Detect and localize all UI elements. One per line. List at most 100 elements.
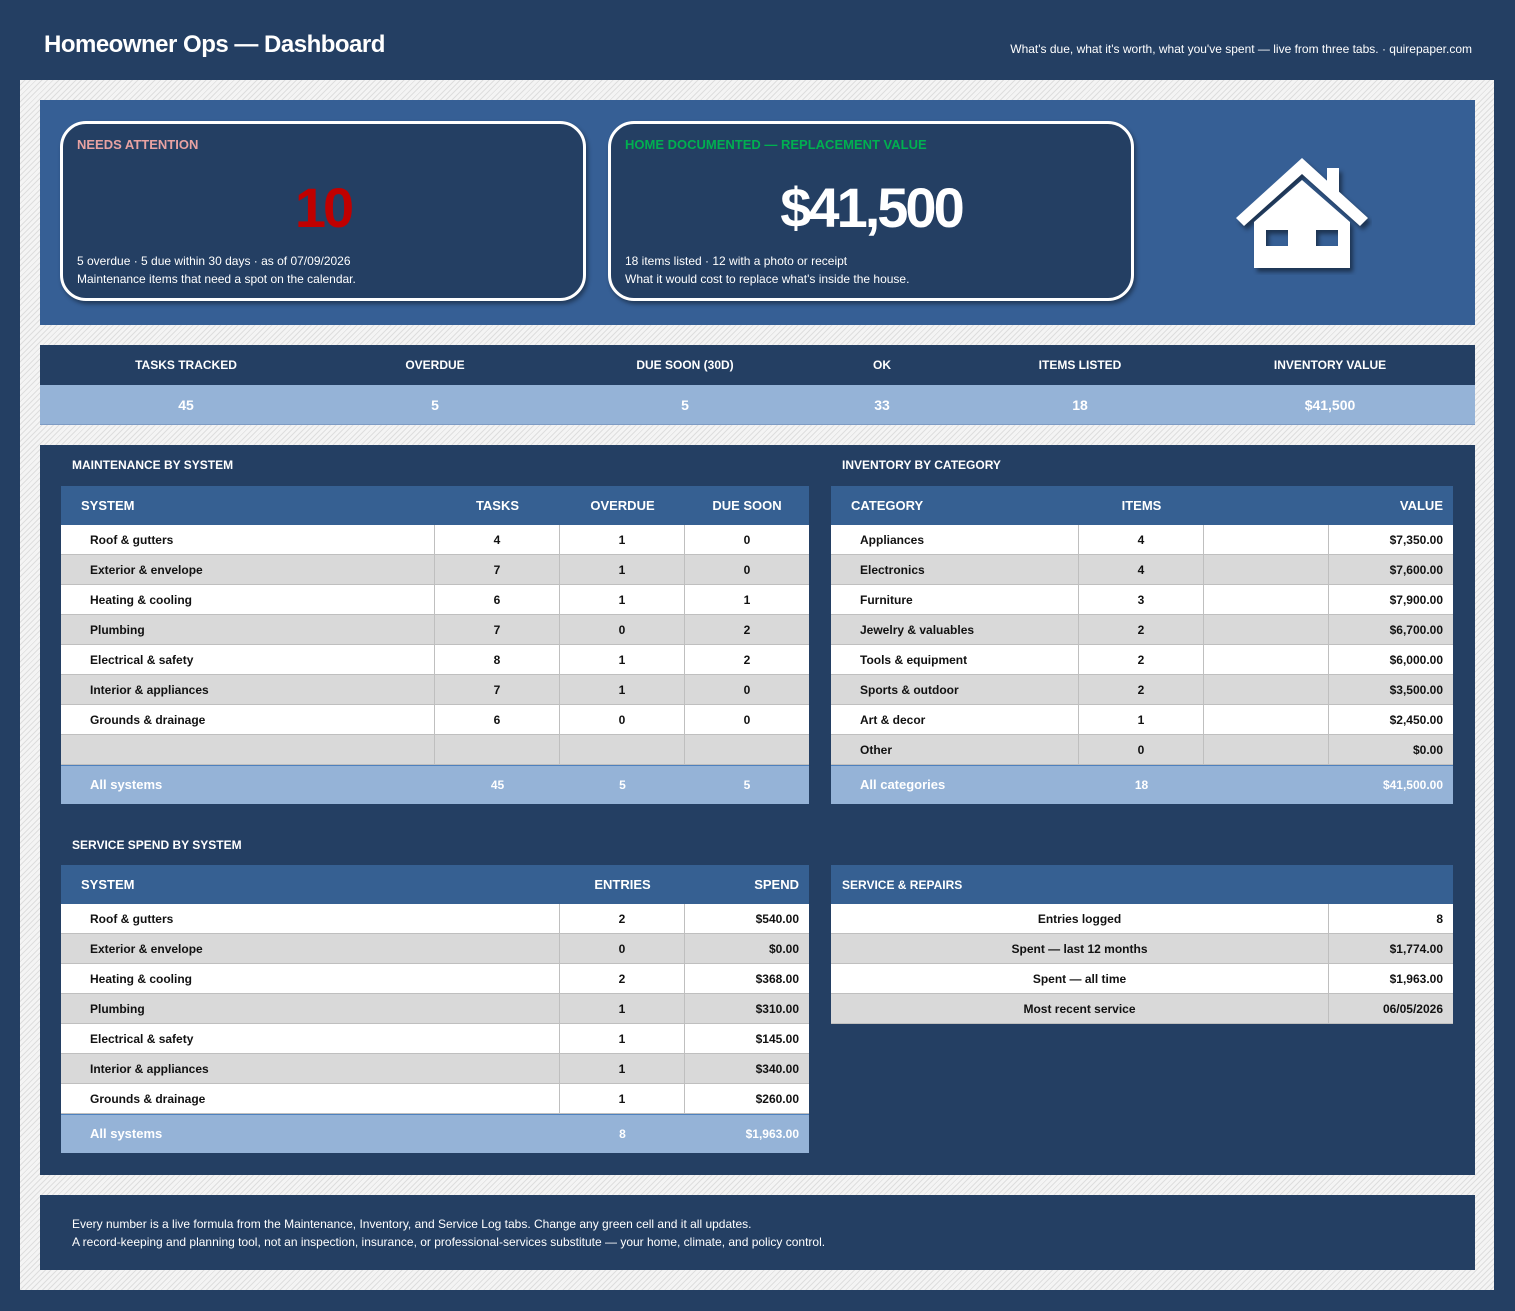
column-header: SYSTEM (81, 498, 135, 513)
table-row (831, 735, 1453, 765)
total-cell: 18 (1134, 777, 1149, 792)
table-cell: Exterior & envelope (61, 555, 435, 585)
table-cell: 6 (435, 705, 560, 735)
table-cell: Electrical & safety (61, 645, 435, 675)
footer-note: A record-keeping and planning tool, not … (72, 1235, 826, 1249)
kpi-value-row (40, 385, 1475, 425)
table-cell: Roof & gutters (61, 904, 560, 934)
empty-cell (685, 735, 809, 765)
kpi-value: 45 (178, 397, 194, 413)
table-cell: $1,963.00 (1389, 972, 1443, 986)
table-cell: Electrical & safety (61, 1024, 560, 1054)
table-cell: 1 (743, 593, 751, 607)
table-cell: 1 (560, 555, 685, 585)
table-cell: 3 (1079, 585, 1204, 615)
column-header: DUE SOON (712, 498, 782, 513)
column-header: ITEMS (1121, 498, 1162, 513)
kpi-label: ITEMS LISTED (1038, 358, 1122, 372)
empty-cell (1204, 675, 1329, 705)
table-cell: $310.00 (755, 1002, 799, 1016)
table-cell: 1 (560, 1084, 685, 1114)
table-cell: Interior & appliances (61, 1054, 560, 1084)
card-detail: 5 overdue · 5 due within 30 days · as of… (77, 253, 351, 268)
table-cell: Art & decor (831, 705, 1079, 735)
kpi-value: 5 (681, 397, 689, 413)
section-title: SERVICE SPEND BY SYSTEM (72, 838, 242, 852)
table-cell: 2 (743, 623, 751, 637)
section-title: SERVICE & REPAIRS (842, 877, 963, 892)
table-row (831, 645, 1453, 675)
kpi-value: 33 (874, 397, 890, 413)
table-cell: 1 (560, 585, 685, 615)
table-cell: 2 (1079, 675, 1204, 705)
table-cell: 06/05/2026 (1382, 1002, 1443, 1016)
kpi-header-row (40, 345, 1475, 385)
table-cell: 4 (1079, 555, 1204, 585)
total-cell: 8 (619, 1126, 626, 1141)
empty-cell (61, 735, 435, 765)
table-cell: 0 (743, 563, 751, 577)
table-cell: 1 (560, 675, 685, 705)
empty-cell (435, 735, 560, 765)
column-header: OVERDUE (590, 498, 655, 513)
table-header (831, 865, 1453, 904)
empty-cell (1204, 525, 1329, 555)
column-header: SYSTEM (81, 877, 135, 892)
table-cell: 7 (435, 615, 560, 645)
table-cell: Appliances (831, 525, 1079, 555)
column-header: VALUE (1399, 498, 1443, 513)
kpi-label: INVENTORY VALUE (1273, 358, 1387, 372)
table-header (61, 486, 809, 525)
table-cell: Sports & outdoor (831, 675, 1079, 705)
card-note: Maintenance items that need a spot on th… (77, 271, 356, 286)
table-cell: 2 (743, 653, 751, 667)
kpi-label: OK (873, 358, 891, 372)
table-row (831, 934, 1453, 964)
table-cell: $2,450.00 (1389, 713, 1443, 727)
table-cell: 4 (1079, 525, 1204, 555)
empty-cell (1204, 585, 1329, 615)
total-cell: 5 (743, 777, 751, 792)
kpi-value: 5 (431, 397, 439, 413)
total-cell: $41,500.00 (1382, 777, 1443, 792)
table-cell: Spent — all time (831, 964, 1329, 994)
table-cell: 2 (560, 904, 685, 934)
table-cell: 0 (560, 705, 685, 735)
empty-cell (1204, 705, 1329, 735)
table-cell: $145.00 (755, 1032, 799, 1046)
table-row (831, 585, 1453, 615)
table-cell: $260.00 (755, 1092, 799, 1106)
table-cell: 0 (743, 533, 751, 547)
table-row (831, 904, 1453, 934)
total-cell: All systems (90, 1126, 163, 1141)
table-cell: $3,500.00 (1389, 683, 1443, 697)
table-cell: 7 (435, 675, 560, 705)
table-cell: Heating & cooling (61, 585, 435, 615)
total-row (61, 1114, 809, 1153)
table-cell: $6,000.00 (1389, 653, 1443, 667)
table-cell: 1 (560, 645, 685, 675)
table-cell: $6,700.00 (1389, 623, 1443, 637)
column-header: ENTRIES (594, 877, 651, 892)
table-cell: 8 (1436, 912, 1443, 926)
table-cell: 8 (435, 645, 560, 675)
table-cell: 7 (435, 555, 560, 585)
table-cell: 0 (743, 713, 751, 727)
kpi-label: DUE SOON (30D) (636, 358, 734, 372)
footer-panel (40, 1195, 1475, 1270)
card-value: 10 (294, 175, 354, 239)
table-cell: 6 (435, 585, 560, 615)
table-row (831, 615, 1453, 645)
table-cell: Plumbing (61, 994, 560, 1024)
table-header (831, 486, 1453, 525)
footer-note: Every number is a live formula from the … (72, 1217, 752, 1231)
total-cell: All categories (860, 777, 946, 792)
empty-cell (560, 735, 685, 765)
total-cell: $1,963.00 (745, 1126, 799, 1141)
table-cell: Plumbing (61, 615, 435, 645)
table-cell: 2 (560, 964, 685, 994)
total-row (61, 765, 809, 804)
kpi-value: 18 (1072, 397, 1088, 413)
table-row (831, 675, 1453, 705)
